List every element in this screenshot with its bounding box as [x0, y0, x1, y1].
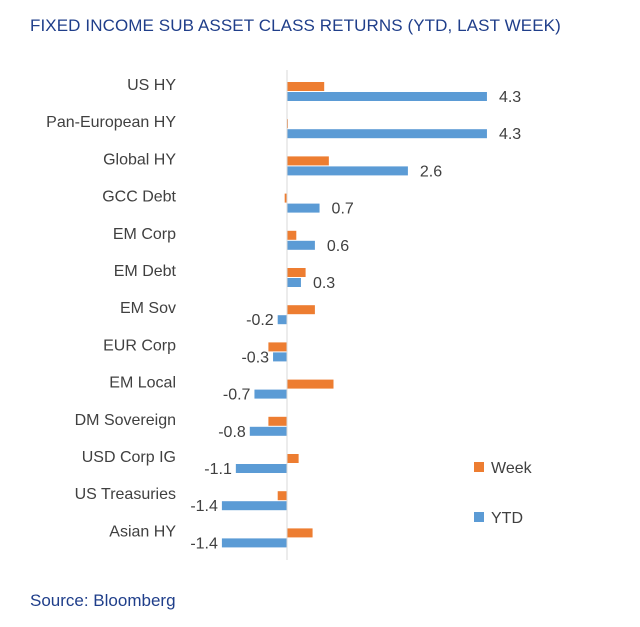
bar-week-eur-corp: [268, 342, 287, 352]
data-label-ytd-em-corp: 0.6: [327, 238, 349, 255]
bar-ytd-global-hy: [287, 166, 408, 176]
bars: [221, 82, 487, 548]
data-label-ytd-asian-hy: -1.4: [190, 535, 218, 552]
category-label-em-local: EM Local: [109, 375, 176, 392]
bar-ytd-us-hy: [287, 92, 487, 101]
legend-week-label: Week: [491, 460, 533, 477]
category-label-eur-corp: EUR Corp: [103, 337, 176, 354]
bar-ytd-em-debt: [287, 278, 301, 287]
category-labels: US HY Pan-European HY Global HY GCC Debt EM …: [46, 77, 176, 540]
bar-week-usd-corp-ig: [287, 454, 299, 463]
category-label-pan-european-hy: Pan-European HY: [46, 114, 176, 131]
category-label-usd-corp-ig: USD Corp IG: [82, 449, 176, 466]
bar-week-em-local: [287, 379, 334, 389]
data-label-ytd-em-debt: 0.3: [313, 275, 335, 292]
data-label-ytd-usd-corp-ig: -1.1: [204, 461, 232, 478]
legend: Week YTD: [474, 460, 533, 527]
bar-week-us-hy: [287, 82, 325, 91]
data-label-ytd-em-sov: -0.2: [246, 312, 274, 329]
data-label-ytd-us-hy: 4.3: [499, 89, 521, 106]
category-label-em-debt: EM Debt: [114, 263, 177, 280]
bar-ytd-eur-corp: [273, 352, 287, 362]
bar-week-dm-sovereign: [268, 416, 287, 426]
value-labels: 4.3 4.3 2.6 0.7 0.6 0.3 -0.2 -0.3 -0.7 -0.8 -1.1 -1…: [190, 89, 521, 552]
legend-ytd-swatch: [474, 512, 484, 522]
bar-week-em-sov: [287, 305, 315, 315]
legend-week-swatch: [474, 462, 484, 472]
bar-week-em-debt: [287, 268, 306, 277]
bar-ytd-asian-hy: [221, 538, 287, 548]
legend-ytd-label: YTD: [491, 510, 523, 527]
bar-week-asian-hy: [287, 528, 313, 538]
bar-week-em-corp: [287, 230, 297, 240]
bar-ytd-dm-sovereign: [249, 426, 287, 436]
bar-week-global-hy: [287, 156, 329, 166]
category-label-em-sov: EM Sov: [120, 300, 176, 317]
bar-week-gcc-debt: [284, 193, 287, 203]
data-label-ytd-pan-european-hy: 4.3: [499, 126, 521, 143]
bar-ytd-gcc-debt: [287, 203, 320, 213]
data-label-ytd-global-hy: 2.6: [420, 163, 442, 180]
category-label-em-corp: EM Corp: [113, 226, 176, 243]
bar-week-us-treasuries: [277, 491, 287, 501]
bar-ytd-em-corp: [287, 240, 315, 250]
bar-ytd-pan-european-hy: [287, 129, 487, 139]
bar-ytd-us-treasuries: [221, 501, 287, 511]
data-label-ytd-eur-corp: -0.3: [241, 349, 269, 366]
data-label-ytd-em-local: -0.7: [223, 387, 251, 404]
data-label-ytd-gcc-debt: 0.7: [332, 201, 354, 218]
source-note: Source: Bloomberg: [30, 591, 176, 610]
category-label-us-hy: US HY: [127, 77, 176, 94]
bar-ytd-usd-corp-ig: [235, 464, 287, 473]
data-label-ytd-us-treasuries: -1.4: [190, 498, 218, 515]
category-label-gcc-debt: GCC Debt: [102, 189, 176, 206]
data-label-ytd-dm-sovereign: -0.8: [218, 424, 246, 441]
bar-ytd-em-local: [254, 389, 287, 399]
category-label-us-treasuries: US Treasuries: [75, 486, 176, 503]
chart-title: FIXED INCOME SUB ASSET CLASS RETURNS (YT…: [30, 16, 561, 35]
category-label-global-hy: Global HY: [103, 151, 176, 168]
bar-ytd-em-sov: [277, 315, 287, 325]
category-label-asian-hy: Asian HY: [109, 523, 176, 540]
category-label-dm-sovereign: DM Sovereign: [75, 412, 176, 429]
